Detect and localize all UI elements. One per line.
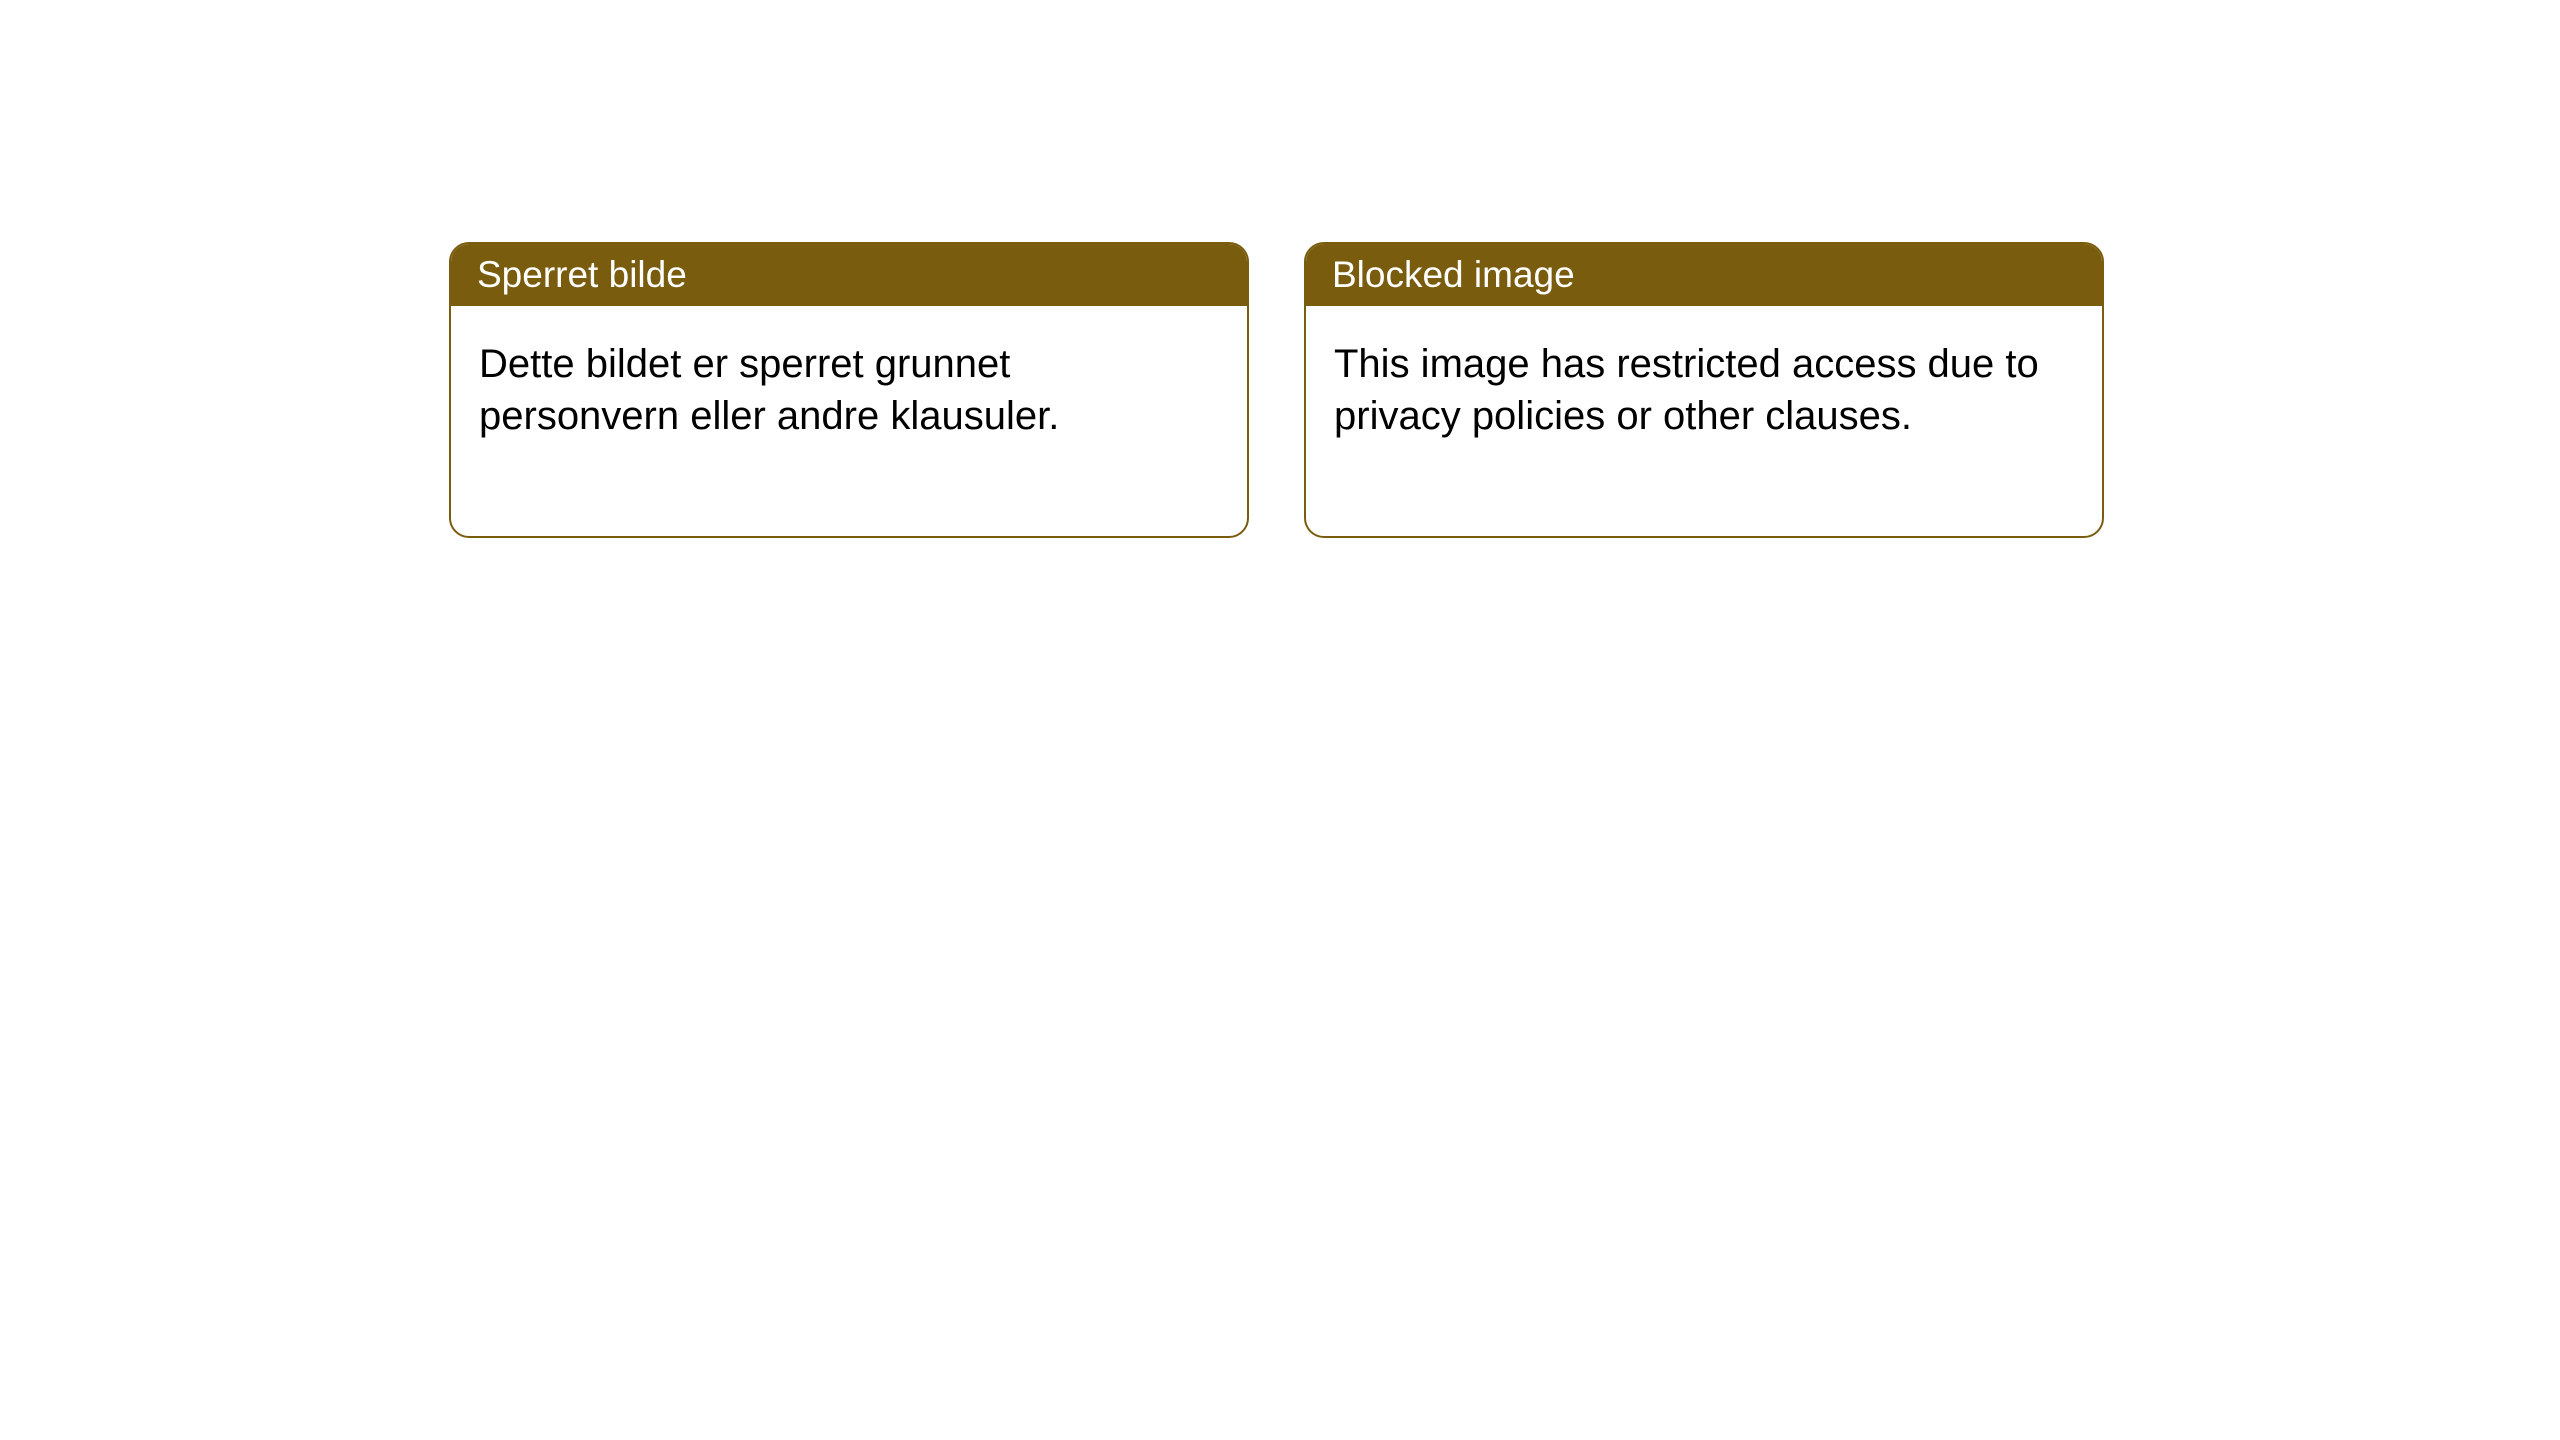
notice-card-header: Sperret bilde xyxy=(451,244,1247,306)
notice-card-body: Dette bildet er sperret grunnet personve… xyxy=(451,306,1247,536)
notice-card-english: Blocked image This image has restricted … xyxy=(1304,242,2104,538)
notice-body-text: This image has restricted access due to … xyxy=(1334,338,2074,442)
notice-card-body: This image has restricted access due to … xyxy=(1306,306,2102,536)
notice-title: Blocked image xyxy=(1332,254,1575,295)
notice-body-text: Dette bildet er sperret grunnet personve… xyxy=(479,338,1219,442)
notice-card-header: Blocked image xyxy=(1306,244,2102,306)
notice-card-norwegian: Sperret bilde Dette bildet er sperret gr… xyxy=(449,242,1249,538)
notice-container: Sperret bilde Dette bildet er sperret gr… xyxy=(449,242,2104,538)
notice-title: Sperret bilde xyxy=(477,254,687,295)
